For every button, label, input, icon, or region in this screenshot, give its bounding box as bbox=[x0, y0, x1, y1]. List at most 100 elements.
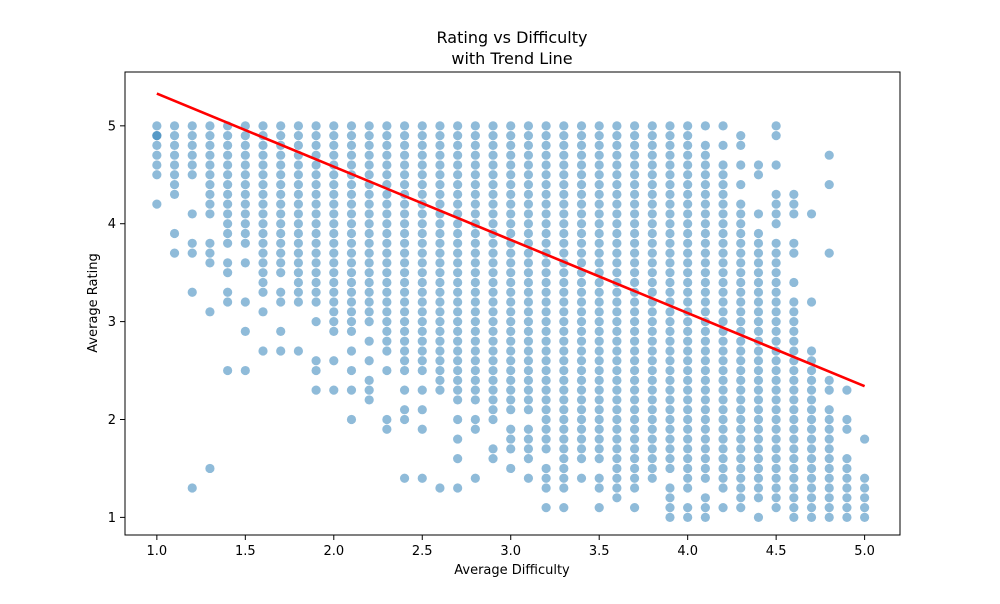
data-point bbox=[470, 238, 480, 248]
data-point bbox=[683, 258, 693, 268]
data-point bbox=[612, 140, 622, 151]
data-point bbox=[364, 121, 374, 131]
data-point bbox=[276, 297, 286, 307]
data-point bbox=[506, 219, 516, 229]
data-point bbox=[523, 356, 534, 366]
data-point bbox=[293, 268, 303, 278]
data-point bbox=[612, 483, 622, 493]
y-tick-label: 3 bbox=[108, 315, 116, 330]
data-point bbox=[665, 209, 675, 219]
data-point bbox=[541, 326, 551, 336]
data-point bbox=[594, 336, 604, 346]
data-point bbox=[364, 160, 374, 170]
data-point bbox=[364, 189, 374, 199]
data-point bbox=[240, 365, 250, 376]
x-tick-label: 4.0 bbox=[677, 544, 698, 559]
data-point bbox=[329, 140, 339, 151]
data-point bbox=[683, 248, 693, 258]
data-point bbox=[488, 365, 498, 376]
data-point bbox=[789, 385, 799, 395]
data-point bbox=[329, 179, 339, 190]
data-point bbox=[470, 209, 480, 219]
data-point bbox=[506, 326, 516, 336]
data-point bbox=[718, 473, 728, 483]
data-point bbox=[329, 189, 339, 199]
data-point bbox=[824, 414, 834, 425]
data-point bbox=[647, 219, 657, 229]
data-point bbox=[506, 131, 516, 141]
data-point bbox=[612, 375, 622, 385]
data-point bbox=[523, 219, 534, 229]
data-point bbox=[647, 405, 657, 415]
data-point bbox=[559, 297, 569, 307]
data-point bbox=[647, 307, 657, 317]
data-point bbox=[364, 356, 374, 366]
data-point bbox=[736, 502, 746, 513]
data-point bbox=[594, 502, 604, 513]
data-point bbox=[417, 473, 427, 483]
data-point bbox=[258, 287, 268, 297]
data-point bbox=[824, 512, 834, 522]
data-point bbox=[824, 150, 834, 160]
x-tick-label: 3.5 bbox=[589, 544, 610, 559]
data-point bbox=[364, 170, 374, 180]
data-point bbox=[453, 317, 463, 327]
data-point bbox=[435, 317, 445, 327]
data-point bbox=[364, 209, 374, 219]
data-point bbox=[417, 317, 427, 327]
data-point bbox=[541, 179, 551, 190]
data-point bbox=[789, 365, 799, 376]
data-point bbox=[806, 434, 817, 444]
data-point bbox=[842, 483, 852, 493]
data-point bbox=[435, 199, 445, 209]
data-point bbox=[435, 287, 445, 297]
data-point bbox=[700, 424, 710, 434]
data-point bbox=[665, 131, 675, 141]
data-point bbox=[789, 434, 799, 444]
data-point bbox=[523, 297, 534, 307]
data-point bbox=[169, 131, 180, 141]
data-point bbox=[399, 385, 410, 395]
data-point bbox=[453, 160, 463, 170]
data-point bbox=[453, 219, 463, 229]
data-point bbox=[683, 131, 693, 141]
data-point bbox=[824, 463, 834, 474]
data-point bbox=[594, 405, 604, 415]
data-point bbox=[559, 473, 569, 483]
data-point bbox=[435, 258, 445, 268]
data-point bbox=[399, 268, 410, 278]
data-point bbox=[771, 287, 781, 297]
data-point bbox=[647, 385, 657, 395]
data-point bbox=[399, 219, 410, 229]
data-point bbox=[736, 434, 746, 444]
x-axis-ticks: 1.0 1.5 2.0 2.5 3.0 3.5 4.0 4.5 5.0 bbox=[147, 535, 875, 559]
data-point bbox=[629, 160, 640, 170]
data-point bbox=[771, 463, 781, 474]
data-point bbox=[346, 346, 357, 356]
data-point bbox=[594, 219, 604, 229]
data-point bbox=[293, 170, 303, 180]
data-point bbox=[523, 385, 534, 395]
data-point bbox=[753, 365, 764, 376]
data-point bbox=[488, 209, 498, 219]
data-point bbox=[453, 228, 463, 239]
data-point bbox=[258, 189, 268, 199]
data-point bbox=[293, 121, 303, 131]
data-point bbox=[435, 297, 445, 307]
data-point bbox=[629, 297, 640, 307]
data-point bbox=[594, 414, 604, 425]
data-point bbox=[789, 454, 799, 464]
data-point bbox=[665, 170, 675, 180]
data-point bbox=[506, 160, 516, 170]
data-point bbox=[665, 385, 675, 395]
data-point bbox=[258, 258, 268, 268]
data-point bbox=[311, 189, 321, 199]
data-point bbox=[559, 209, 569, 219]
data-point bbox=[753, 424, 764, 434]
data-point bbox=[523, 444, 534, 454]
data-point bbox=[329, 258, 339, 268]
data-point bbox=[753, 248, 764, 258]
data-point bbox=[629, 336, 640, 346]
data-point bbox=[842, 414, 852, 425]
data-point bbox=[789, 277, 799, 288]
